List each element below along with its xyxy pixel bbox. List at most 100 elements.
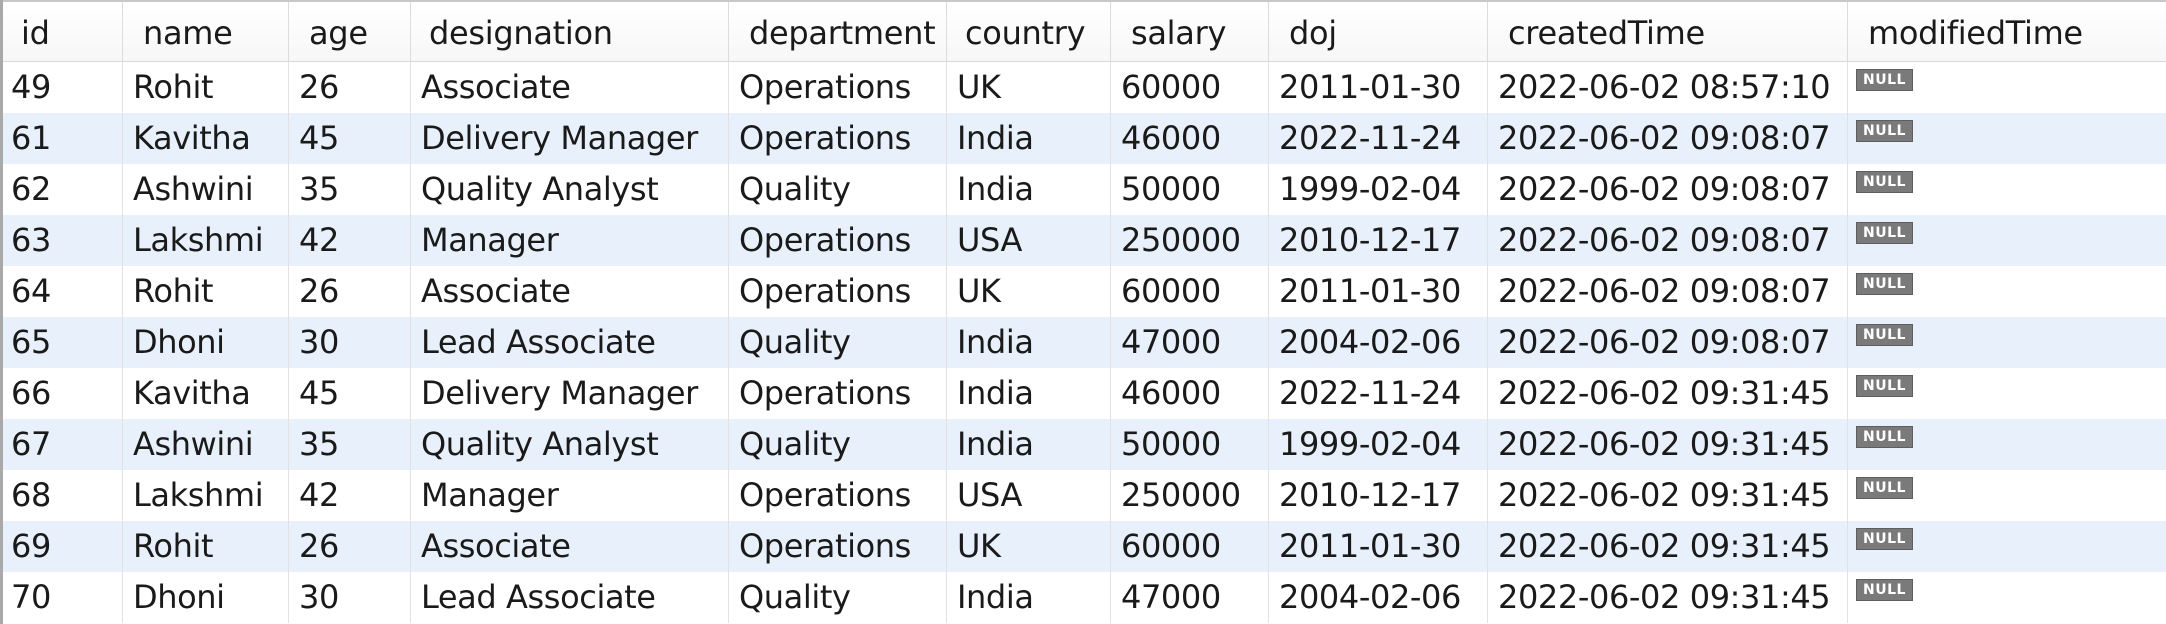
cell-age[interactable]: 42 bbox=[289, 470, 411, 521]
cell-modifiedtime[interactable]: NULL bbox=[1848, 215, 2166, 266]
cell-doj[interactable]: 1999-02-04 bbox=[1269, 164, 1488, 215]
table-row[interactable]: 61 Kavitha 45 Delivery Manager Operations Ind… bbox=[3, 113, 2166, 164]
cell-salary[interactable]: 60000 bbox=[1111, 62, 1269, 113]
cell-designation[interactable]: Quality Analyst bbox=[411, 419, 729, 470]
cell-age[interactable]: 26 bbox=[289, 266, 411, 317]
table-row[interactable]: 64 Rohit 26 Associate Operations UK 60000 2011-… bbox=[3, 266, 2166, 317]
table-row[interactable]: 65 Dhoni 30 Lead Associate Quality India 47000… bbox=[3, 317, 2166, 368]
cell-createdtime[interactable]: 2022-06-02 09:31:45 bbox=[1488, 368, 1848, 419]
cell-doj[interactable]: 2022-11-24 bbox=[1269, 368, 1488, 419]
cell-country[interactable]: India bbox=[947, 317, 1111, 368]
cell-country[interactable]: UK bbox=[947, 62, 1111, 113]
cell-doj[interactable]: 2011-01-30 bbox=[1269, 521, 1488, 572]
cell-name[interactable]: Lakshmi bbox=[123, 470, 289, 521]
cell-department[interactable]: Operations bbox=[729, 215, 947, 266]
cell-modifiedtime[interactable]: NULL bbox=[1848, 521, 2166, 572]
cell-id[interactable]: 62 bbox=[3, 164, 123, 215]
cell-salary[interactable]: 50000 bbox=[1111, 164, 1269, 215]
cell-country[interactable]: India bbox=[947, 419, 1111, 470]
cell-country[interactable]: UK bbox=[947, 521, 1111, 572]
cell-createdtime[interactable]: 2022-06-02 09:08:07 bbox=[1488, 215, 1848, 266]
table-row[interactable]: 62 Ashwini 35 Quality Analyst Quality India 50… bbox=[3, 164, 2166, 215]
cell-createdtime[interactable]: 2022-06-02 09:08:07 bbox=[1488, 164, 1848, 215]
cell-id[interactable]: 67 bbox=[3, 419, 123, 470]
cell-id[interactable]: 61 bbox=[3, 113, 123, 164]
column-header-department[interactable]: department bbox=[729, 2, 947, 61]
column-header-age[interactable]: age bbox=[289, 2, 411, 61]
cell-modifiedtime[interactable]: NULL bbox=[1848, 164, 2166, 215]
cell-department[interactable]: Quality bbox=[729, 419, 947, 470]
cell-age[interactable]: 26 bbox=[289, 521, 411, 572]
table-row[interactable]: 67 Ashwini 35 Quality Analyst Quality India 50… bbox=[3, 419, 2166, 470]
cell-designation[interactable]: Manager bbox=[411, 215, 729, 266]
cell-age[interactable]: 26 bbox=[289, 62, 411, 113]
cell-department[interactable]: Quality bbox=[729, 317, 947, 368]
cell-salary[interactable]: 250000 bbox=[1111, 470, 1269, 521]
cell-designation[interactable]: Quality Analyst bbox=[411, 164, 729, 215]
cell-doj[interactable]: 2022-11-24 bbox=[1269, 113, 1488, 164]
cell-department[interactable]: Operations bbox=[729, 266, 947, 317]
cell-id[interactable]: 69 bbox=[3, 521, 123, 572]
column-header-name[interactable]: name bbox=[123, 2, 289, 61]
cell-doj[interactable]: 2011-01-30 bbox=[1269, 62, 1488, 113]
cell-doj[interactable]: 2004-02-06 bbox=[1269, 572, 1488, 623]
cell-salary[interactable]: 46000 bbox=[1111, 113, 1269, 164]
cell-salary[interactable]: 60000 bbox=[1111, 266, 1269, 317]
cell-salary[interactable]: 250000 bbox=[1111, 215, 1269, 266]
cell-createdtime[interactable]: 2022-06-02 09:31:45 bbox=[1488, 572, 1848, 623]
cell-department[interactable]: Operations bbox=[729, 62, 947, 113]
cell-country[interactable]: India bbox=[947, 572, 1111, 623]
table-row[interactable]: 70 Dhoni 30 Lead Associate Quality India 47000… bbox=[3, 572, 2166, 623]
cell-name[interactable]: Dhoni bbox=[123, 572, 289, 623]
cell-age[interactable]: 30 bbox=[289, 317, 411, 368]
cell-designation[interactable]: Associate bbox=[411, 521, 729, 572]
cell-modifiedtime[interactable]: NULL bbox=[1848, 317, 2166, 368]
cell-designation[interactable]: Associate bbox=[411, 62, 729, 113]
cell-name[interactable]: Dhoni bbox=[123, 317, 289, 368]
cell-salary[interactable]: 46000 bbox=[1111, 368, 1269, 419]
cell-designation[interactable]: Lead Associate bbox=[411, 317, 729, 368]
cell-country[interactable]: India bbox=[947, 164, 1111, 215]
cell-designation[interactable]: Lead Associate bbox=[411, 572, 729, 623]
cell-modifiedtime[interactable]: NULL bbox=[1848, 572, 2166, 623]
cell-id[interactable]: 68 bbox=[3, 470, 123, 521]
cell-name[interactable]: Kavitha bbox=[123, 113, 289, 164]
column-header-createdtime[interactable]: createdTime bbox=[1488, 2, 1848, 61]
cell-modifiedtime[interactable]: NULL bbox=[1848, 266, 2166, 317]
cell-createdtime[interactable]: 2022-06-02 09:31:45 bbox=[1488, 470, 1848, 521]
cell-id[interactable]: 64 bbox=[3, 266, 123, 317]
cell-doj[interactable]: 2010-12-17 bbox=[1269, 470, 1488, 521]
cell-department[interactable]: Quality bbox=[729, 572, 947, 623]
cell-name[interactable]: Rohit bbox=[123, 62, 289, 113]
cell-modifiedtime[interactable]: NULL bbox=[1848, 62, 2166, 113]
cell-age[interactable]: 35 bbox=[289, 164, 411, 215]
cell-age[interactable]: 30 bbox=[289, 572, 411, 623]
cell-age[interactable]: 45 bbox=[289, 368, 411, 419]
column-header-designation[interactable]: designation bbox=[411, 2, 729, 61]
cell-createdtime[interactable]: 2022-06-02 09:08:07 bbox=[1488, 266, 1848, 317]
cell-salary[interactable]: 47000 bbox=[1111, 572, 1269, 623]
cell-age[interactable]: 35 bbox=[289, 419, 411, 470]
cell-age[interactable]: 42 bbox=[289, 215, 411, 266]
cell-id[interactable]: 70 bbox=[3, 572, 123, 623]
cell-department[interactable]: Operations bbox=[729, 521, 947, 572]
column-header-modifiedtime[interactable]: modifiedTime bbox=[1868, 14, 2083, 52]
cell-id[interactable]: 66 bbox=[3, 368, 123, 419]
cell-name[interactable]: Rohit bbox=[123, 521, 289, 572]
cell-name[interactable]: Rohit bbox=[123, 266, 289, 317]
cell-department[interactable]: Operations bbox=[729, 470, 947, 521]
cell-country[interactable]: UK bbox=[947, 266, 1111, 317]
table-row[interactable]: 68 Lakshmi 42 Manager Operations USA 250000 201… bbox=[3, 470, 2166, 521]
cell-country[interactable]: India bbox=[947, 368, 1111, 419]
cell-designation[interactable]: Associate bbox=[411, 266, 729, 317]
cell-createdtime[interactable]: 2022-06-02 09:31:45 bbox=[1488, 419, 1848, 470]
cell-id[interactable]: 63 bbox=[3, 215, 123, 266]
cell-designation[interactable]: Delivery Manager bbox=[411, 368, 729, 419]
cell-id[interactable]: 65 bbox=[3, 317, 123, 368]
cell-salary[interactable]: 47000 bbox=[1111, 317, 1269, 368]
column-header-country[interactable]: country bbox=[947, 2, 1111, 61]
cell-createdtime[interactable]: 2022-06-02 09:08:07 bbox=[1488, 113, 1848, 164]
cell-salary[interactable]: 60000 bbox=[1111, 521, 1269, 572]
cell-department[interactable]: Quality bbox=[729, 164, 947, 215]
cell-modifiedtime[interactable]: NULL bbox=[1848, 368, 2166, 419]
